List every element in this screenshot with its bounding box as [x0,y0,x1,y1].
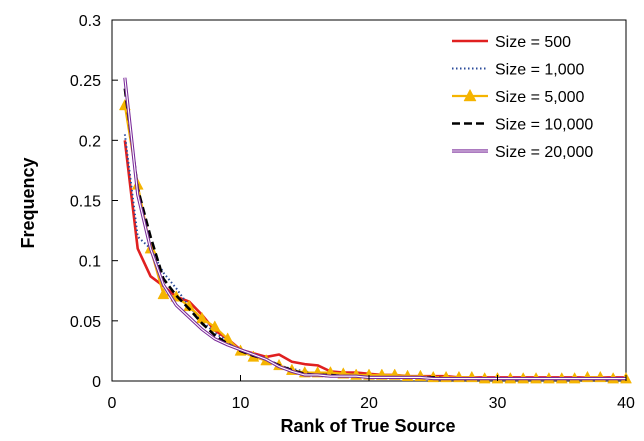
y-tick-label: 0.05 [70,314,101,331]
y-tick-label: 0.1 [79,254,101,271]
series-layer [118,77,632,384]
y-tick-label: 0.3 [79,13,101,30]
x-tick-label: 0 [108,395,117,412]
legend-label: Size = 20,000 [495,144,593,161]
x-tick-label: 30 [489,395,507,412]
series-line [123,134,626,380]
legend-label: Size = 500 [495,34,571,51]
series-1 [123,140,626,379]
y-tick-label: 0.25 [70,73,101,90]
series-point-marker [208,320,221,332]
x-tick-label: 40 [617,395,635,412]
series-line [123,140,626,379]
y-tick-label: 0 [92,374,101,391]
x-tick-label: 10 [232,395,250,412]
legend: Size = 500 Size = 1,000 Size = 5,000 Size =… [452,34,593,161]
series-line-inner [124,77,626,380]
legend-marker [463,88,477,102]
y-axis-title: Frequency [18,157,38,248]
legend-entry: Size = 500 [452,34,571,51]
series-point-marker [157,287,170,300]
legend-label: Size = 1,000 [495,62,585,79]
legend-label: Size = 10,000 [495,117,593,134]
series-3 [118,98,632,384]
ticks-layer: 0 10 20 30 40 0 0.05 0.1 0.15 0.2 0.25 0.3 [70,13,635,412]
legend-entry: Size = 1,000 [452,62,585,79]
series-5 [123,77,626,381]
legend-entry: Size = 20,000 [452,144,593,161]
series-2 [123,134,626,380]
legend-entry: Size = 10,000 [452,117,593,134]
legend-entry: Size = 5,000 [452,88,585,106]
x-tick-label: 20 [360,395,378,412]
x-axis-title: Rank of True Source [280,416,455,436]
y-tick-label: 0.15 [70,194,101,211]
legend-label: Size = 5,000 [495,89,585,106]
y-tick-label: 0.2 [79,133,101,150]
